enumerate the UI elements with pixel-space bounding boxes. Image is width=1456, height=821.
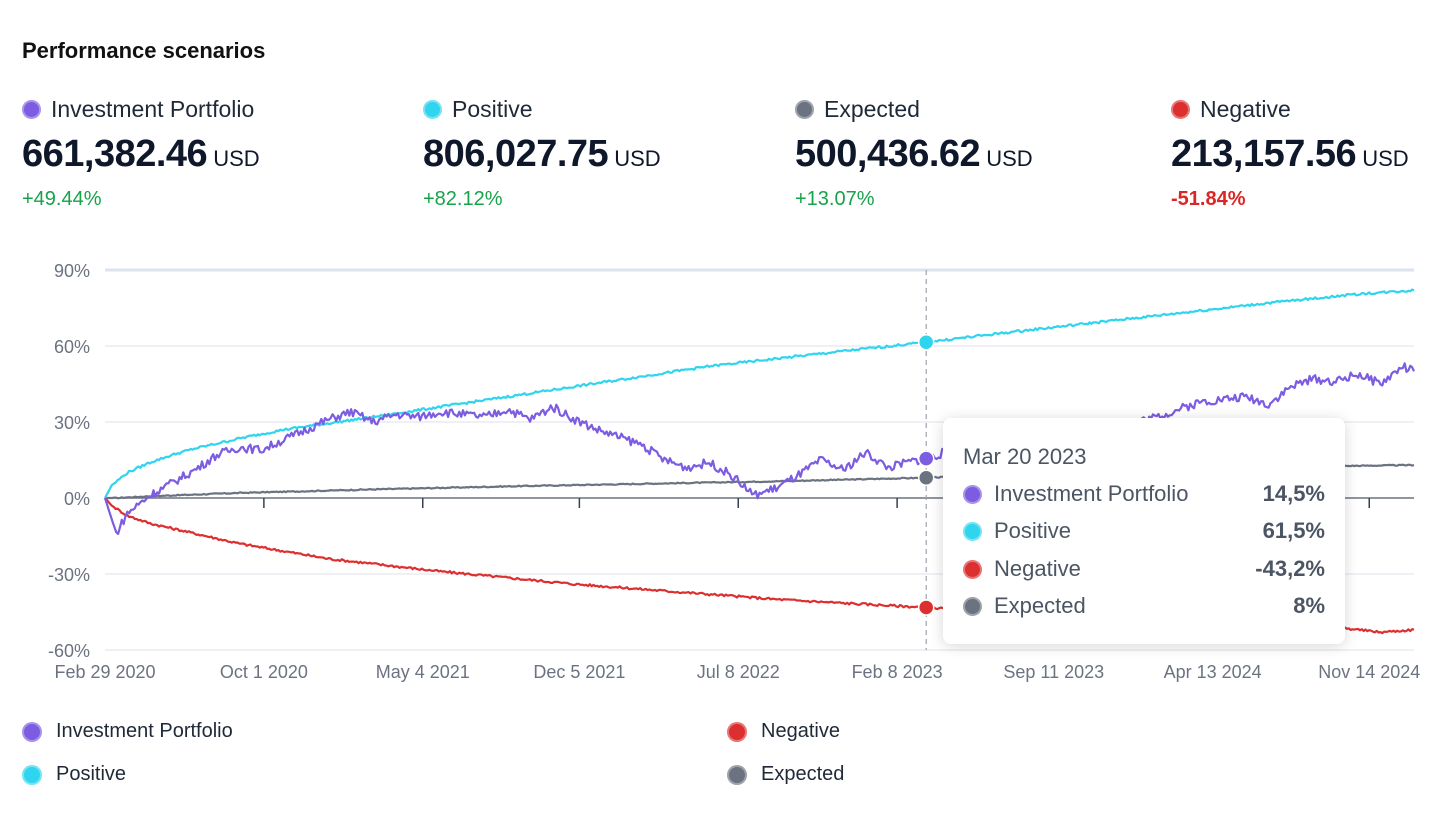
- y-tick-label: 60%: [54, 337, 90, 357]
- expected-dot-icon: [795, 100, 814, 119]
- y-tick-label: 0%: [64, 489, 90, 509]
- stat-label: Investment Portfolio: [51, 96, 255, 122]
- stat-positive: Positive 806,027.75 USD +82.12%: [423, 96, 661, 211]
- stat-unit: USD: [986, 146, 1033, 171]
- stat-unit: USD: [614, 146, 661, 171]
- positive-dot-icon: [963, 521, 982, 541]
- y-tick-label: -30%: [48, 565, 90, 585]
- stat-change: +82.12%: [423, 188, 503, 210]
- legend-item-negative[interactable]: Negative: [727, 720, 840, 743]
- investment-portfolio-dot-icon: [22, 721, 42, 742]
- legend-item-positive[interactable]: Positive: [22, 763, 126, 786]
- stat-value: 661,382.46: [22, 133, 208, 175]
- tooltip-row-investment-portfolio: Investment Portfolio 14,5%: [963, 479, 1325, 509]
- series-line-investment-portfolio: [103, 362, 1415, 535]
- stat-label: Expected: [824, 96, 920, 122]
- tooltip-series-value: -43,2%: [1255, 556, 1325, 581]
- negative-dot-icon: [963, 559, 982, 579]
- stat-value: 806,027.75: [423, 133, 609, 175]
- stat-change: +13.07%: [795, 188, 875, 210]
- stat-expected: Expected 500,436.62 USD +13.07%: [795, 96, 1033, 211]
- page-title: Performance scenarios: [22, 38, 266, 63]
- x-tick-label: Apr 13 2024: [1164, 662, 1262, 682]
- legend-label: Negative: [761, 720, 840, 742]
- y-tick-label: -60%: [48, 641, 90, 661]
- positive-dot-icon: [22, 764, 42, 785]
- tooltip-series-name: Positive: [994, 518, 1072, 543]
- chart-tooltip: Mar 20 2023 Investment Portfolio 14,5% P…: [943, 418, 1345, 644]
- stat-value: 500,436.62: [795, 133, 981, 175]
- negative-dot-icon: [727, 721, 747, 742]
- x-tick-label: Feb 8 2023: [852, 662, 943, 682]
- stat-unit: USD: [213, 146, 260, 171]
- stat-value: 213,157.56: [1171, 133, 1357, 175]
- tooltip-row-expected: Expected 8%: [963, 591, 1325, 621]
- marker-expected: [917, 469, 935, 486]
- stat-investment-portfolio: Investment Portfolio 661,382.46 USD +49.4…: [22, 96, 260, 211]
- x-tick-label: May 4 2021: [376, 662, 470, 682]
- tooltip-series-name: Expected: [994, 593, 1086, 618]
- legend-item-expected[interactable]: Expected: [727, 763, 844, 786]
- negative-dot-icon: [1171, 100, 1190, 119]
- x-tick-label: Sep 11 2023: [1003, 662, 1104, 682]
- investment-portfolio-dot-icon: [22, 100, 41, 119]
- tooltip-series-name: Investment Portfolio: [994, 481, 1189, 506]
- marker-negative: [917, 599, 935, 616]
- legend-label: Investment Portfolio: [56, 720, 233, 742]
- stat-negative: Negative 213,157.56 USD -51.84%: [1171, 96, 1409, 211]
- stat-unit: USD: [1362, 146, 1409, 171]
- tooltip-date: Mar 20 2023: [963, 444, 1087, 469]
- legend-label: Positive: [56, 763, 127, 785]
- legend-item-investment-portfolio[interactable]: Investment Portfolio: [22, 720, 233, 743]
- investment-portfolio-dot-icon: [963, 484, 982, 504]
- marker-positive: [917, 333, 935, 351]
- x-tick-label: Oct 1 2020: [220, 662, 308, 682]
- stat-change: +49.44%: [22, 188, 102, 210]
- tooltip-series-name: Negative: [994, 556, 1081, 581]
- legend-label: Expected: [761, 763, 845, 785]
- expected-dot-icon: [963, 596, 982, 616]
- tooltip-series-value: 14,5%: [1262, 481, 1325, 506]
- expected-dot-icon: [727, 764, 747, 785]
- x-tick-label: Jul 8 2022: [697, 662, 780, 682]
- marker-investment-portfolio: [917, 450, 935, 467]
- stat-change: -51.84%: [1171, 188, 1246, 210]
- tooltip-row-negative: Negative -43,2%: [963, 554, 1325, 584]
- tooltip-row-positive: Positive 61,5%: [963, 516, 1325, 546]
- stat-label: Positive: [452, 96, 533, 122]
- y-tick-label: 30%: [54, 413, 90, 433]
- y-tick-label: 90%: [54, 261, 90, 281]
- x-tick-label: Nov 14 2024: [1318, 662, 1420, 682]
- x-tick-label: Feb 29 2020: [54, 662, 155, 682]
- tooltip-series-value: 61,5%: [1262, 518, 1325, 543]
- positive-dot-icon: [423, 100, 442, 119]
- tooltip-series-value: 8%: [1293, 593, 1325, 618]
- stat-label: Negative: [1200, 96, 1291, 122]
- x-tick-label: Dec 5 2021: [533, 662, 625, 682]
